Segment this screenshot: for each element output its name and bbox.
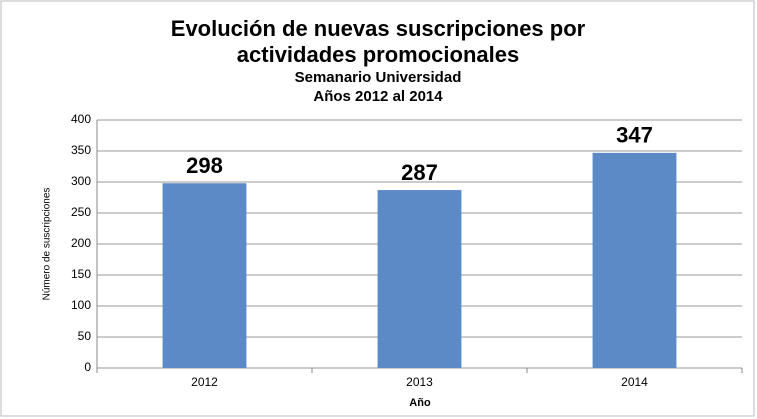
- y-axis-label: Número de suscripciones: [42, 188, 53, 301]
- y-tick-label: 300: [71, 174, 91, 188]
- y-tick-label: 250: [71, 205, 91, 219]
- chart-subtitle: Años 2012 al 2014: [313, 88, 443, 105]
- y-tick-label: 50: [78, 329, 92, 343]
- y-tick-label: 400: [71, 112, 91, 126]
- data-label: 347: [616, 123, 653, 148]
- x-tick-label: 2014: [621, 375, 648, 389]
- chart-title: Evolución de nuevas suscripciones por: [171, 16, 586, 41]
- data-label: 287: [401, 160, 438, 185]
- bar: [377, 190, 462, 368]
- y-tick-label: 200: [71, 236, 91, 250]
- x-tick-label: 2012: [191, 375, 218, 389]
- chart-title: actividades promocionales: [237, 42, 519, 67]
- chart-subtitle: Semanario Universidad: [295, 69, 462, 86]
- x-tick-label: 2013: [406, 375, 433, 389]
- data-label: 298: [186, 153, 223, 178]
- y-tick-label: 100: [71, 298, 91, 312]
- y-tick-label: 0: [84, 360, 91, 374]
- bar: [162, 183, 247, 368]
- x-axis-label: Año: [409, 397, 431, 409]
- y-tick-label: 150: [71, 267, 91, 281]
- y-tick-label: 350: [71, 143, 91, 157]
- bar: [592, 152, 677, 368]
